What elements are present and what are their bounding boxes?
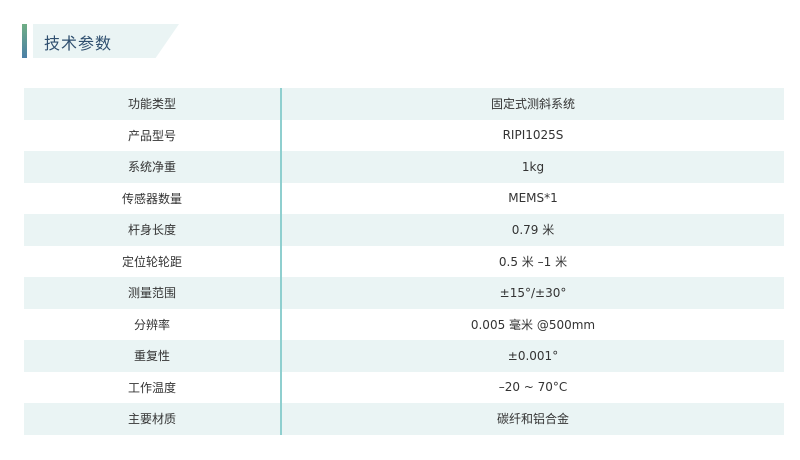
param-name: 重复性 bbox=[24, 340, 282, 372]
param-name: 传感器数量 bbox=[24, 182, 282, 214]
spec-table: 功能类型 固定式测斜系统 产品型号 RIPI1025S 系统净重 1kg 传感器数量 ME… bbox=[24, 88, 784, 435]
param-value: 1kg bbox=[281, 151, 784, 183]
param-value: ±0.001° bbox=[281, 340, 784, 372]
table-row: 杆身长度 0.79 米 bbox=[24, 214, 784, 246]
param-value: –20 ~ 70°C bbox=[498, 380, 568, 395]
accent-bar bbox=[22, 24, 27, 58]
header-cell: 功能类型 bbox=[24, 88, 282, 120]
table-header-row: 功能类型 固定式测斜系统 bbox=[24, 88, 784, 120]
param-value: 0.5 米 –1 米 bbox=[498, 254, 568, 269]
param-name: 杆身长度 bbox=[24, 214, 282, 246]
param-value: 0.79 米 bbox=[281, 214, 784, 246]
param-value: ±15°/±30° bbox=[281, 277, 784, 309]
table-row: 传感器数量 MEMS*1 bbox=[24, 182, 784, 214]
table-row: 测量范围 ±15°/±30° bbox=[24, 277, 784, 309]
param-value: RIPI1025S bbox=[502, 128, 564, 143]
table-row: 主要材质 碳纤和铝合金 bbox=[24, 403, 784, 435]
param-name: 主要材质 bbox=[24, 403, 282, 435]
param-value: 0.005 毫米 @500mm bbox=[470, 317, 596, 332]
param-name: 产品型号 bbox=[24, 119, 282, 151]
table-row: 系统净重 1kg bbox=[24, 151, 784, 183]
param-name: 系统净重 bbox=[24, 151, 282, 183]
section-title: 技术参数 bbox=[44, 34, 113, 53]
header-cell: 固定式测斜系统 bbox=[281, 88, 784, 120]
table-row: 工作温度 –20 ~ 70°C bbox=[24, 371, 784, 403]
param-name: 定位轮轮距 bbox=[24, 245, 282, 277]
table-row: 重复性 ±0.001° bbox=[24, 340, 784, 372]
param-name: 分辨率 bbox=[24, 308, 282, 340]
param-name: 工作温度 bbox=[24, 371, 282, 403]
param-value: 碳纤和铝合金 bbox=[281, 403, 784, 435]
param-value: MEMS*1 bbox=[508, 191, 558, 206]
title-background bbox=[33, 24, 179, 58]
table-row: 定位轮轮距 0.5 米 –1 米 bbox=[24, 245, 784, 277]
param-name: 测量范围 bbox=[24, 277, 282, 309]
table-row: 分辨率 0.005 毫米 @500mm bbox=[24, 308, 784, 340]
table-row: 产品型号 RIPI1025S bbox=[24, 119, 784, 151]
section-header: 技术参数 bbox=[22, 24, 182, 58]
